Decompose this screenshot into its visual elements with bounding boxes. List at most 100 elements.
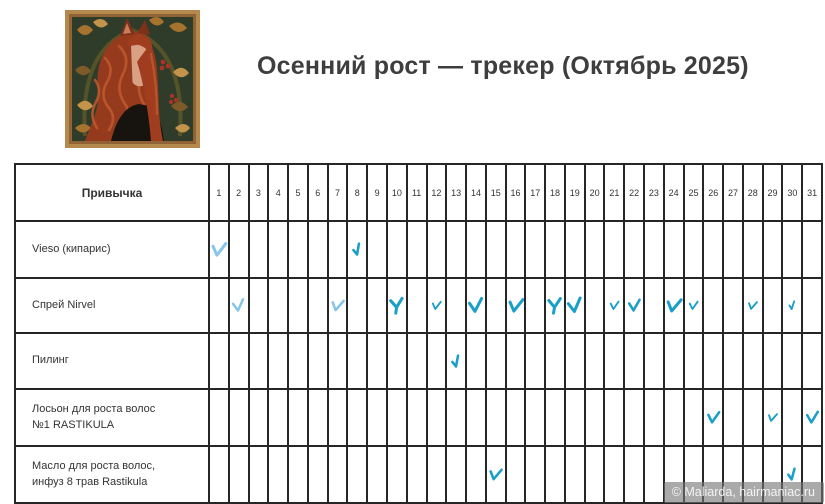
day-cell[interactable]	[447, 222, 468, 279]
day-cell[interactable]	[289, 334, 309, 390]
day-cell[interactable]	[664, 390, 685, 447]
day-cell[interactable]	[546, 279, 566, 334]
day-cell[interactable]	[348, 222, 369, 279]
day-cell[interactable]	[269, 447, 290, 504]
day-cell[interactable]	[664, 334, 685, 390]
day-cell[interactable]	[467, 390, 487, 447]
day-cell[interactable]	[308, 334, 329, 390]
day-cell[interactable]	[269, 390, 290, 447]
day-cell[interactable]	[565, 334, 586, 390]
day-cell[interactable]	[407, 447, 428, 504]
day-cell[interactable]	[407, 390, 428, 447]
day-cell[interactable]	[783, 390, 804, 447]
day-cell[interactable]	[724, 222, 744, 279]
day-cell[interactable]	[486, 334, 507, 390]
day-cell[interactable]	[585, 447, 606, 504]
day-cell[interactable]	[368, 222, 388, 279]
day-cell[interactable]	[328, 334, 349, 390]
day-cell[interactable]	[506, 447, 527, 504]
day-cell[interactable]	[328, 447, 349, 504]
day-cell[interactable]	[684, 334, 705, 390]
day-cell[interactable]	[210, 279, 230, 334]
day-cell[interactable]	[387, 279, 408, 334]
day-cell[interactable]	[229, 390, 250, 447]
day-cell[interactable]	[684, 390, 705, 447]
day-cell[interactable]	[506, 390, 527, 447]
day-cell[interactable]	[210, 222, 230, 279]
day-cell[interactable]	[585, 279, 606, 334]
day-cell[interactable]	[427, 222, 448, 279]
day-cell[interactable]	[565, 222, 586, 279]
day-cell[interactable]	[486, 279, 507, 334]
day-cell[interactable]	[348, 334, 369, 390]
day-cell[interactable]	[467, 334, 487, 390]
day-cell[interactable]	[368, 279, 388, 334]
day-cell[interactable]	[506, 222, 527, 279]
day-cell[interactable]	[328, 279, 349, 334]
day-cell[interactable]	[427, 279, 448, 334]
day-cell[interactable]	[387, 447, 408, 504]
day-cell[interactable]	[348, 447, 369, 504]
day-cell[interactable]	[585, 390, 606, 447]
day-cell[interactable]	[743, 334, 764, 390]
day-cell[interactable]	[684, 222, 705, 279]
day-cell[interactable]	[447, 390, 468, 447]
day-cell[interactable]	[308, 447, 329, 504]
day-cell[interactable]	[427, 390, 448, 447]
day-cell[interactable]	[427, 334, 448, 390]
day-cell[interactable]	[526, 334, 547, 390]
day-cell[interactable]	[229, 279, 250, 334]
day-cell[interactable]	[269, 222, 290, 279]
day-cell[interactable]	[724, 390, 744, 447]
day-cell[interactable]	[605, 279, 626, 334]
day-cell[interactable]	[783, 222, 804, 279]
day-cell[interactable]	[289, 222, 309, 279]
day-cell[interactable]	[763, 279, 784, 334]
day-cell[interactable]	[565, 390, 586, 447]
day-cell[interactable]	[526, 390, 547, 447]
day-cell[interactable]	[427, 447, 448, 504]
day-cell[interactable]	[308, 390, 329, 447]
day-cell[interactable]	[704, 279, 725, 334]
day-cell[interactable]	[565, 447, 586, 504]
day-cell[interactable]	[506, 334, 527, 390]
day-cell[interactable]	[249, 334, 270, 390]
day-cell[interactable]	[743, 279, 764, 334]
day-cell[interactable]	[249, 390, 270, 447]
day-cell[interactable]	[407, 279, 428, 334]
day-cell[interactable]	[585, 222, 606, 279]
day-cell[interactable]	[447, 279, 468, 334]
day-cell[interactable]	[605, 222, 626, 279]
day-cell[interactable]	[565, 279, 586, 334]
day-cell[interactable]	[368, 334, 388, 390]
day-cell[interactable]	[645, 390, 665, 447]
day-cell[interactable]	[645, 222, 665, 279]
day-cell[interactable]	[328, 222, 349, 279]
day-cell[interactable]	[249, 279, 270, 334]
day-cell[interactable]	[625, 447, 646, 504]
day-cell[interactable]	[625, 222, 646, 279]
day-cell[interactable]	[605, 447, 626, 504]
day-cell[interactable]	[704, 222, 725, 279]
day-cell[interactable]	[724, 279, 744, 334]
day-cell[interactable]	[783, 334, 804, 390]
day-cell[interactable]	[229, 222, 250, 279]
day-cell[interactable]	[407, 334, 428, 390]
day-cell[interactable]	[783, 279, 804, 334]
day-cell[interactable]	[546, 447, 566, 504]
day-cell[interactable]	[368, 447, 388, 504]
day-cell[interactable]	[763, 334, 784, 390]
day-cell[interactable]	[467, 279, 487, 334]
day-cell[interactable]	[526, 447, 547, 504]
day-cell[interactable]	[229, 447, 250, 504]
day-cell[interactable]	[387, 390, 408, 447]
day-cell[interactable]	[625, 334, 646, 390]
day-cell[interactable]	[743, 390, 764, 447]
day-cell[interactable]	[763, 390, 784, 447]
day-cell[interactable]	[546, 334, 566, 390]
day-cell[interactable]	[486, 390, 507, 447]
day-cell[interactable]	[546, 390, 566, 447]
day-cell[interactable]	[289, 390, 309, 447]
day-cell[interactable]	[407, 222, 428, 279]
day-cell[interactable]	[526, 222, 547, 279]
